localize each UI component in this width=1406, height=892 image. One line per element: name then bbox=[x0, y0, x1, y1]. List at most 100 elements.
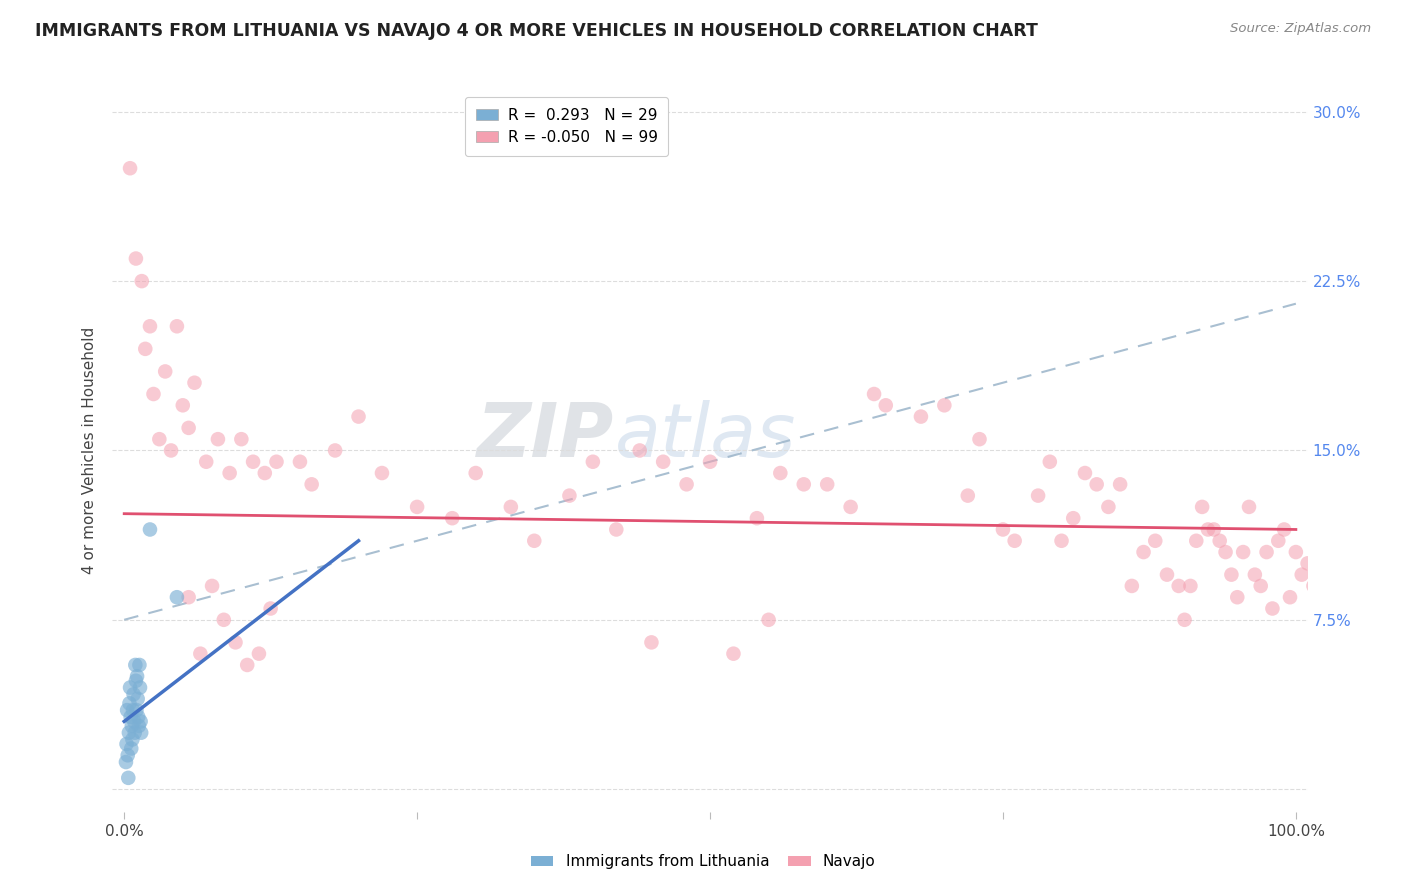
Point bbox=[1174, 613, 1197, 627]
Point bbox=[1232, 545, 1254, 559]
Point bbox=[1226, 591, 1249, 605]
Point bbox=[523, 533, 546, 548]
Point bbox=[242, 455, 264, 469]
Point bbox=[195, 455, 218, 469]
Point bbox=[839, 500, 862, 514]
Point bbox=[288, 455, 311, 469]
Point bbox=[118, 725, 141, 739]
Point bbox=[128, 657, 150, 672]
Point bbox=[1074, 466, 1097, 480]
Point bbox=[212, 613, 235, 627]
Point bbox=[127, 710, 149, 724]
Point bbox=[1308, 523, 1330, 537]
Point bbox=[127, 691, 149, 706]
Point bbox=[131, 274, 153, 288]
Point bbox=[225, 635, 247, 649]
Point bbox=[815, 477, 838, 491]
Point bbox=[124, 657, 146, 672]
Point bbox=[231, 432, 253, 446]
Point bbox=[301, 477, 323, 491]
Point bbox=[1167, 579, 1189, 593]
Point bbox=[148, 432, 170, 446]
Point bbox=[1202, 523, 1225, 537]
Point bbox=[120, 681, 141, 695]
Point bbox=[1191, 500, 1213, 514]
Point bbox=[1296, 557, 1319, 571]
Point bbox=[115, 755, 138, 769]
Point bbox=[406, 500, 429, 514]
Point bbox=[260, 601, 283, 615]
Point bbox=[1097, 500, 1119, 514]
Point bbox=[675, 477, 697, 491]
Point bbox=[605, 523, 627, 537]
Y-axis label: 4 or more Vehicles in Household: 4 or more Vehicles in Household bbox=[82, 326, 97, 574]
Point bbox=[129, 725, 152, 739]
Point bbox=[183, 376, 205, 390]
Point bbox=[652, 455, 675, 469]
Text: ZIP: ZIP bbox=[477, 400, 614, 473]
Point bbox=[129, 714, 152, 729]
Point bbox=[1261, 601, 1284, 615]
Point bbox=[1039, 455, 1062, 469]
Point bbox=[139, 523, 162, 537]
Point bbox=[1244, 567, 1267, 582]
Point bbox=[201, 579, 224, 593]
Point bbox=[125, 703, 148, 717]
Point bbox=[1144, 533, 1167, 548]
Point bbox=[120, 161, 141, 176]
Point bbox=[124, 725, 146, 739]
Point bbox=[1267, 533, 1289, 548]
Point bbox=[1291, 567, 1313, 582]
Point bbox=[117, 748, 139, 763]
Point bbox=[125, 673, 148, 688]
Point bbox=[1180, 579, 1202, 593]
Point bbox=[142, 387, 165, 401]
Point bbox=[441, 511, 464, 525]
Point bbox=[956, 489, 979, 503]
Point bbox=[323, 443, 346, 458]
Point bbox=[1004, 533, 1026, 548]
Point bbox=[218, 466, 240, 480]
Point bbox=[188, 647, 212, 661]
Point bbox=[121, 719, 143, 733]
Point bbox=[253, 466, 276, 480]
Point bbox=[177, 591, 200, 605]
Point bbox=[177, 421, 200, 435]
Point bbox=[207, 432, 229, 446]
Point bbox=[371, 466, 394, 480]
Point bbox=[139, 319, 162, 334]
Point bbox=[1315, 601, 1337, 615]
Point bbox=[134, 342, 156, 356]
Point bbox=[266, 455, 288, 469]
Text: atlas: atlas bbox=[614, 400, 796, 472]
Point bbox=[640, 635, 662, 649]
Point bbox=[121, 732, 143, 747]
Point bbox=[117, 771, 139, 785]
Point bbox=[769, 466, 792, 480]
Point bbox=[1272, 523, 1295, 537]
Point bbox=[166, 319, 188, 334]
Legend: Immigrants from Lithuania, Navajo: Immigrants from Lithuania, Navajo bbox=[524, 848, 882, 875]
Point bbox=[991, 523, 1014, 537]
Point bbox=[863, 387, 886, 401]
Point bbox=[160, 443, 183, 458]
Text: IMMIGRANTS FROM LITHUANIA VS NAVAJO 4 OR MORE VEHICLES IN HOUSEHOLD CORRELATION : IMMIGRANTS FROM LITHUANIA VS NAVAJO 4 OR… bbox=[35, 22, 1038, 40]
Point bbox=[122, 687, 145, 701]
Point bbox=[115, 703, 138, 717]
Legend: R =  0.293   N = 29, R = -0.050   N = 99: R = 0.293 N = 29, R = -0.050 N = 99 bbox=[465, 97, 668, 156]
Point bbox=[1026, 489, 1049, 503]
Point bbox=[1279, 591, 1302, 605]
Point bbox=[128, 719, 150, 733]
Point bbox=[122, 714, 145, 729]
Point bbox=[236, 657, 259, 672]
Point bbox=[1121, 579, 1143, 593]
Point bbox=[1050, 533, 1073, 548]
Point bbox=[1302, 579, 1324, 593]
Point bbox=[499, 500, 522, 514]
Point bbox=[1256, 545, 1278, 559]
Point bbox=[1215, 545, 1237, 559]
Point bbox=[758, 613, 780, 627]
Point bbox=[166, 591, 188, 605]
Point bbox=[127, 669, 149, 683]
Point bbox=[129, 681, 152, 695]
